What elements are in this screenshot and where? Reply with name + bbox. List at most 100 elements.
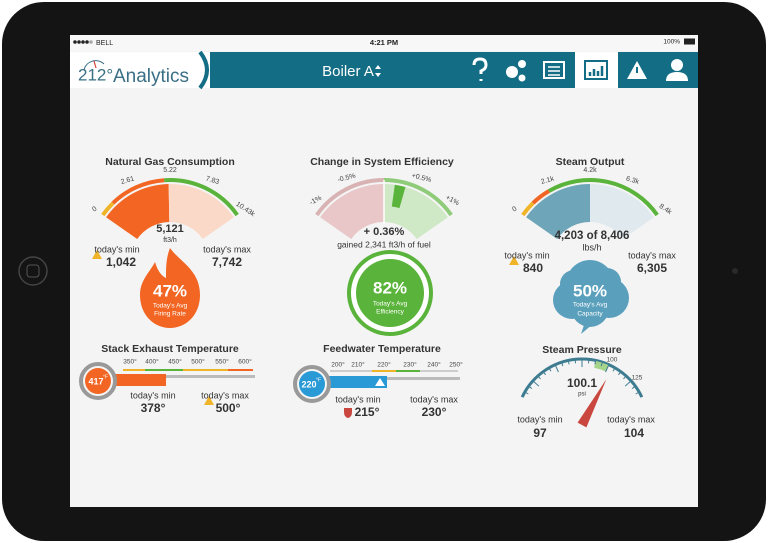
gauge-scale-label: -0.5%	[337, 173, 356, 184]
panel-title: Steam Output	[556, 156, 625, 168]
gauge-rim	[111, 178, 165, 205]
icon-part	[77, 40, 81, 44]
gauge-rim	[383, 178, 453, 217]
max-label: today's max	[607, 414, 655, 424]
min-label: today's min	[504, 250, 549, 260]
gauge-scale-label: 2.1k	[540, 175, 555, 186]
temperature-bulb	[85, 368, 111, 394]
icon-part	[81, 40, 85, 44]
badge-caption: Capacity	[577, 311, 603, 318]
panel-title: Steam Pressure	[542, 344, 622, 356]
gauge-band	[320, 184, 384, 240]
gauge-rim	[315, 178, 385, 217]
pressure-tick	[624, 380, 632, 387]
pressure-reading: 100.1	[567, 376, 597, 390]
gauge-band	[590, 184, 654, 240]
icon-part	[588, 66, 604, 76]
chart-icon	[584, 60, 608, 80]
scale-label: 230°	[403, 361, 417, 369]
efficiency-marker	[391, 184, 406, 209]
pressure-tick	[548, 367, 552, 372]
logo-arc	[83, 60, 105, 71]
carrier: BELL	[96, 40, 113, 47]
icon-part	[581, 322, 593, 334]
gauge-note: gained 2,341 ft3/h of fuel	[337, 239, 431, 249]
warning-icon	[375, 378, 385, 386]
icon-part	[548, 66, 560, 76]
pressure-tick	[612, 367, 616, 372]
pressure-tick	[524, 391, 529, 395]
gauge-scale-label: +0.5%	[411, 172, 432, 184]
current-temperature: 220	[301, 379, 316, 389]
gauge-rim	[101, 201, 115, 217]
panel-title: Feedwater Temperature	[323, 343, 441, 355]
scale-label: 450°	[168, 358, 182, 366]
icon-part	[85, 40, 89, 44]
max-label: today's max	[203, 244, 251, 254]
pressure-tick	[635, 391, 640, 395]
logo-area	[70, 52, 210, 88]
icon-part	[571, 289, 609, 327]
logo-text: Analytics	[113, 66, 189, 87]
min-value: 840	[523, 261, 543, 275]
badge-caption: Efficiency	[376, 309, 404, 316]
gauge-rim	[548, 178, 659, 217]
shield-icon	[344, 408, 352, 418]
active-tab[interactable]	[575, 52, 618, 88]
max-value: 500°	[216, 401, 241, 415]
max-value: 104	[624, 426, 644, 440]
gauge-rim	[164, 178, 239, 217]
firing-rate-flame	[140, 248, 200, 328]
scale-label: 400°	[145, 358, 159, 366]
boiler-select-arrows[interactable]	[375, 65, 381, 77]
home-button-icon	[26, 264, 40, 278]
list-icon[interactable]	[543, 61, 565, 79]
scale-label: 200°	[331, 361, 345, 369]
warning-icon	[92, 250, 102, 259]
logo-needle	[93, 60, 97, 69]
min-value: 1,042	[106, 255, 136, 269]
icon-part	[518, 60, 526, 68]
boiler-select: Boiler A	[322, 63, 374, 80]
scale-label: 250°	[449, 361, 463, 369]
pressure-tick	[631, 385, 636, 389]
badge-caption: Firing Rate	[154, 311, 186, 318]
status-bar	[70, 35, 698, 51]
clock: 4:21 PM	[370, 38, 398, 47]
home-button[interactable]	[18, 256, 48, 286]
logo-swoosh	[198, 50, 209, 90]
pressure-scale-label: 100	[607, 357, 618, 364]
gauge-reading: 4,203 of 8,406	[555, 230, 630, 242]
badge-caption: Today's Avg	[573, 302, 608, 309]
gauge-scale-label: 6.3k	[625, 175, 640, 186]
temperature-unit: °F	[316, 377, 321, 383]
icon-part	[506, 66, 518, 78]
scale-label: 240°	[427, 361, 441, 369]
scale-label: 210°	[351, 361, 365, 369]
gauge-rim	[531, 189, 551, 205]
max-value: 6,305	[637, 261, 667, 275]
help-icon[interactable]	[472, 57, 488, 81]
settings-icon[interactable]	[506, 60, 526, 82]
temperature-bulb	[299, 371, 325, 397]
scale-label: 220°	[377, 361, 391, 369]
efficiency-disc	[356, 259, 424, 327]
min-label: today's min	[130, 390, 175, 400]
user-icon[interactable]	[666, 59, 688, 81]
pressure-unit: psi	[578, 392, 586, 398]
pressure-tick	[532, 380, 540, 387]
gauge-scale-label: 0	[91, 205, 98, 213]
icon-part	[593, 268, 621, 296]
pressure-scale-label: 125	[632, 375, 643, 382]
max-value: 7,742	[212, 255, 242, 269]
capacity-cloud	[553, 260, 629, 334]
gauge-rim	[521, 201, 535, 217]
pressure-tick	[567, 360, 570, 365]
icon-part	[89, 40, 93, 44]
icon-part	[560, 270, 588, 298]
pressure-needle	[577, 379, 607, 428]
pressure-tick	[605, 364, 610, 373]
signal-dots	[73, 40, 93, 44]
gauge-band	[106, 184, 170, 240]
